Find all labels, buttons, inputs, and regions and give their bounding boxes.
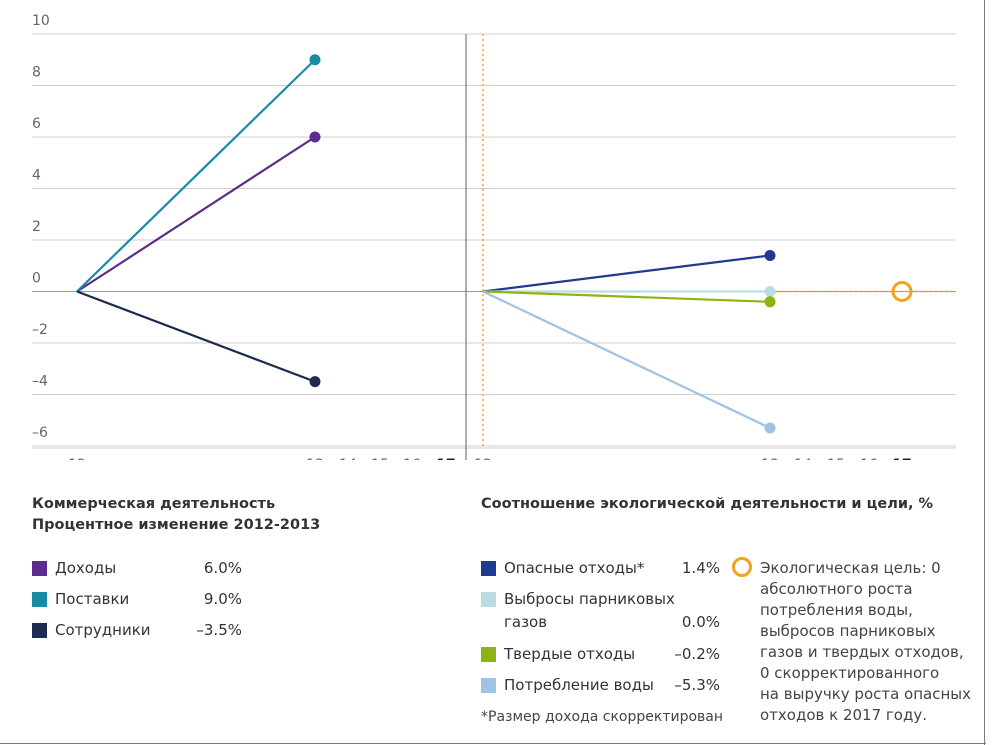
target-line: Экологическая цель: 0 [760,558,990,579]
legend-value: 1.4% [650,559,720,577]
legend-value: 0.0% [650,613,720,631]
left-series-line-2 [77,292,315,382]
legend-swatch [32,561,47,576]
legend-item-revenue: Доходы [32,559,116,577]
x-tick-label: 16 [860,457,878,460]
right-series-line-3 [483,292,770,428]
left-chart-title: Коммерческая деятельность [32,494,320,515]
y-tick-label: 10 [32,13,50,29]
y-tick-label: 8 [32,65,41,81]
legend-label: Опасные отходы* [504,559,644,577]
legend-swatch [32,592,47,607]
legend-value: 6.0% [160,559,242,577]
right-series-line-0 [483,255,770,291]
legend-label: Выбросы парниковых [504,590,675,608]
target-line: потребления воды, [760,600,990,621]
right-series-point-3 [765,422,776,433]
legend-swatch [481,561,496,576]
x-tick-label: 16 [403,457,421,460]
legend-item-employees: Сотрудники [32,621,151,639]
left-series-line-0 [77,137,315,292]
target-line: 0 скорректированного [760,663,990,684]
y-tick-label: 4 [32,168,41,184]
chart-svg: 10 8 6 4 2 0 –2 –4 –6 12 13 14 15 16 17 12 13 14 15 16 17 [0,0,1002,460]
legend-label-line2: газов [504,613,547,631]
right-series-point-2 [765,296,776,307]
left-chart-subtitle: Процентное изменение 2012-2013 [32,515,320,536]
legend-label: Твердые отходы [504,645,635,663]
legend-label: Сотрудники [55,621,151,639]
x-tick-label: 15 [827,457,845,460]
right-series-point-0 [765,250,776,261]
legend-swatch [481,592,496,607]
legend-item-water-consumption: Потребление воды [481,676,654,694]
x-tick-label: 17 [436,457,455,460]
target-circle-icon [732,557,752,577]
right-series-line-2 [483,292,770,302]
y-tick-label: –2 [32,322,48,338]
y-tick-label: –6 [32,425,48,441]
right-legend-heading: Соотношение экологической деятельности и… [481,494,933,515]
x-tick-label: 13 [306,457,324,460]
legend-swatch [481,647,496,662]
x-tick-label: 14 [794,457,812,460]
x-tick-label: 17 [892,457,911,460]
left-series-point-1 [310,54,321,65]
legend-item-greenhouse-gases: Выбросы парниковых [481,590,675,608]
x-tick-label: 14 [339,457,357,460]
x-tick-label: 15 [371,457,389,460]
x-tick-label: 12 [474,457,492,460]
x-tick-label: 12 [68,457,86,460]
legend-item-hazardous-waste: Опасные отходы* [481,559,644,577]
footnote: *Размер дохода скорректирован [481,709,723,725]
target-line: на выручку роста опасных [760,684,990,705]
right-series-point-1 [765,286,776,297]
y-tick-label: 2 [32,219,41,235]
left-legend-heading: Коммерческая деятельность Процентное изм… [32,494,320,536]
frame-bottom-border [0,743,986,744]
legend-value: 9.0% [160,590,242,608]
target-line: выбросов парниковых [760,621,990,642]
target-line: абсолютного роста [760,579,990,600]
legend-value: –3.5% [160,621,242,639]
left-series-line-1 [77,60,315,292]
legend-label: Доходы [55,559,116,577]
legend-value: –0.2% [650,645,720,663]
legend-item-supplies: Поставки [32,590,129,608]
target-line: газов и твердых отходов, [760,642,990,663]
y-tick-label: 6 [32,116,41,132]
legend-label-continued: газов [504,613,547,631]
right-chart-title: Соотношение экологической деятельности и… [481,494,933,515]
x-tick-label: 13 [761,457,779,460]
target-description: Экологическая цель: 0 абсолютного роста … [760,558,990,726]
target-line: отходов к 2017 году. [760,705,990,726]
y-tick-label: –4 [32,374,48,390]
left-series-point-0 [310,132,321,143]
y-tick-label: 0 [32,271,41,287]
legend-swatch [32,623,47,638]
left-series-point-2 [310,376,321,387]
legend-swatch [481,678,496,693]
legend-value: –5.3% [650,676,720,694]
legend-label: Поставки [55,590,129,608]
legend-item-solid-waste: Твердые отходы [481,645,635,663]
legend-label: Потребление воды [504,676,654,694]
